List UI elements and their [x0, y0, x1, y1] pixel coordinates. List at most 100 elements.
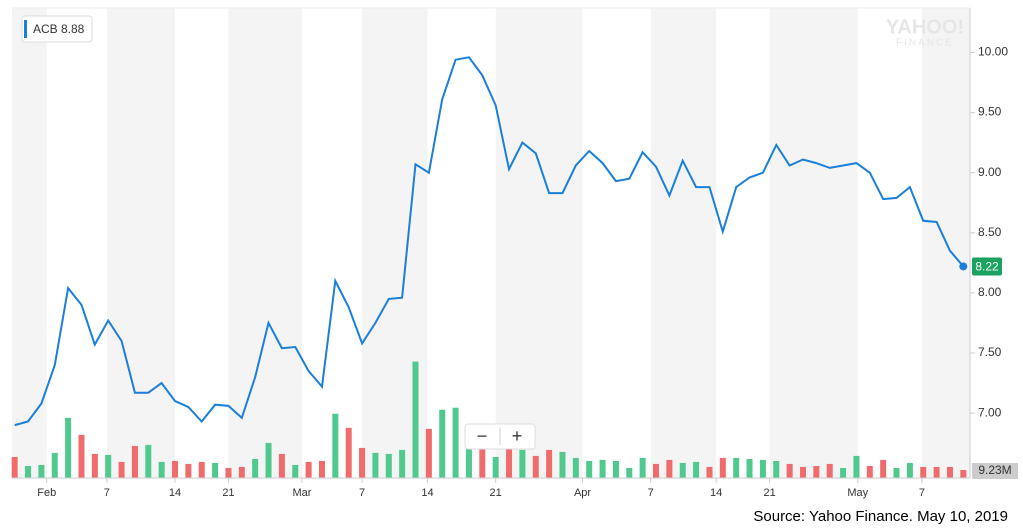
volume-bar [265, 442, 272, 478]
y-tick-label: 10.00 [978, 45, 1008, 59]
y-tick-label: 8.50 [978, 225, 1002, 239]
last-label-box [972, 257, 1002, 276]
legend-box [21, 15, 93, 43]
volume-bar [252, 458, 259, 478]
x-tick-label: 21 [490, 487, 502, 499]
volume-bar [238, 466, 245, 478]
volume-bar [38, 464, 45, 478]
volume-bar [586, 460, 593, 478]
volume-bar [906, 462, 913, 478]
volume-bar [506, 447, 513, 478]
volume-bar [465, 447, 472, 478]
volume-bar [278, 453, 285, 478]
zoom-out[interactable]: − [477, 426, 488, 446]
band [12, 8, 47, 478]
volume-bar [786, 463, 793, 478]
volume-bar [305, 461, 312, 478]
volume-bar [158, 461, 165, 478]
volume-bar [172, 460, 179, 478]
volume-bar [933, 466, 940, 478]
volume-bar [693, 461, 700, 478]
volume-bar [880, 459, 887, 478]
volume-bar [666, 459, 673, 478]
x-tick-label: 7 [104, 487, 110, 499]
legend: ACB 8.88 [21, 15, 93, 43]
x-tick-label: 21 [763, 487, 775, 499]
volume-bar [105, 454, 112, 478]
legend-value: 8.88 [61, 22, 85, 36]
volume-bar [212, 462, 219, 478]
volume-bar [292, 464, 299, 478]
volume-bar [332, 413, 339, 478]
y-tick-label: 7.00 [978, 405, 1002, 419]
volume-bar [91, 453, 98, 478]
volume-bar [118, 461, 125, 478]
volume-bar [853, 455, 860, 478]
volume-bar [479, 448, 486, 478]
zoom-in[interactable]: + [512, 426, 523, 446]
volume-bar [559, 451, 566, 478]
volume-bar [345, 427, 352, 478]
price-line [14, 56, 965, 427]
volume-bar [653, 463, 660, 478]
x-tick-label: 21 [222, 487, 234, 499]
volume-bar [920, 466, 927, 478]
volume-bar [198, 461, 205, 478]
volume-bar [572, 457, 579, 478]
volume-bar [546, 449, 553, 478]
volume-bar [185, 463, 192, 478]
x-tick-label: 7 [919, 487, 925, 499]
volume-bar [425, 428, 432, 478]
x-tick-label: 14 [710, 487, 722, 499]
watermark: YAHOO! [886, 16, 964, 38]
x-tick-label: Apr [574, 487, 591, 499]
volume-bar [626, 468, 633, 478]
volume-bar [492, 456, 499, 478]
volume-bar [639, 457, 646, 478]
volume-bar [759, 459, 766, 478]
zoom-controls: − + [464, 423, 536, 450]
band [650, 8, 717, 478]
volume-bar [399, 449, 406, 478]
volume-bar [452, 407, 459, 478]
y-tick-label: 9.00 [978, 165, 1002, 179]
volume-bar [960, 469, 967, 478]
volume-bar [51, 452, 58, 478]
volume-bar [372, 452, 379, 478]
x-tick-label: 7 [359, 487, 365, 499]
band [495, 8, 583, 478]
last-label: 8.22 [975, 260, 999, 274]
volume-bar [439, 409, 446, 478]
y-tick-label: 7.50 [978, 345, 1002, 359]
volume-label: 9.23M [978, 463, 1011, 477]
y-tick-label: 8.00 [978, 285, 1002, 299]
volume-label-box [972, 462, 1018, 479]
volume-bar [719, 457, 726, 478]
x-tick-label: Mar [292, 487, 311, 499]
x-tick-label: 14 [421, 487, 433, 499]
volume-bar [799, 466, 806, 478]
volume-bar [893, 468, 900, 478]
volume-bar [519, 449, 526, 478]
volume-bar [359, 447, 366, 478]
band [228, 8, 302, 478]
source: Source: Yahoo Finance. May 10, 2019 [753, 508, 1008, 525]
legend-symbol: ACB [33, 22, 58, 36]
volume-bar [813, 466, 820, 478]
volume-bar [826, 463, 833, 478]
volume-bar [65, 417, 72, 478]
last-point [959, 262, 968, 271]
volume-bar [131, 445, 138, 478]
volume-bar [78, 434, 85, 478]
volume-bar [946, 466, 953, 478]
watermark: FINANCE [896, 38, 954, 49]
x-tick-label: Feb [37, 487, 56, 499]
volume-bar [706, 466, 713, 478]
volume-bar [599, 459, 606, 478]
volume-bar [412, 361, 419, 478]
x-tick-label: 7 [648, 487, 654, 499]
volume-bar [25, 466, 32, 478]
volume-bar [318, 460, 325, 478]
volume-bar [532, 455, 539, 478]
